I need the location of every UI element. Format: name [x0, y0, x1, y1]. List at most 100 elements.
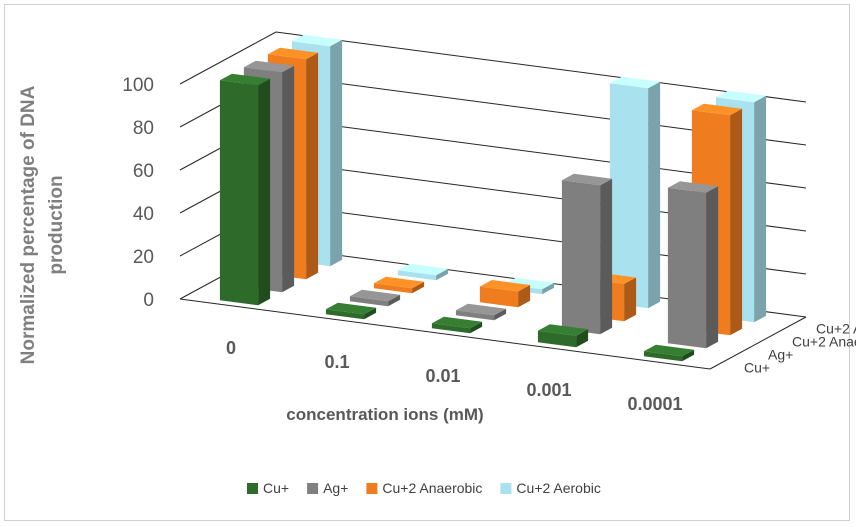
legend-label: Ag+	[323, 480, 348, 496]
x-axis-label: concentration ions (mM)	[286, 405, 483, 424]
bar-front-face	[349, 296, 389, 307]
y-tick-label: 100	[122, 75, 154, 96]
category-label: 0.0001	[627, 394, 682, 414]
bar-top-face	[243, 60, 295, 73]
legend-swatch	[500, 483, 512, 494]
y-tick-label: 60	[133, 161, 154, 182]
bar-top-face	[325, 302, 377, 315]
legend-label: Cu+2 Anaerobic	[382, 480, 482, 496]
bar-top-face	[219, 73, 271, 86]
bar-side-face	[754, 95, 767, 323]
y-axis-label-line2: production	[46, 175, 67, 274]
bar-front-face	[667, 187, 707, 349]
bar-cu--0	[219, 73, 271, 306]
y-tick-labels: 0 20 40 60 80 100	[122, 75, 154, 311]
bar-side-face	[494, 308, 507, 321]
bar-cu-2-anaerobic-0.01	[479, 280, 531, 308]
bar-top-face	[503, 277, 555, 290]
bar-cu--0.0001	[643, 344, 695, 362]
bar-side-face	[706, 186, 719, 349]
bar-side-face	[648, 81, 661, 309]
bar-top-face	[609, 76, 661, 89]
bar-top-face	[431, 316, 483, 329]
bar-front-face	[479, 286, 519, 308]
bar-side-face	[624, 277, 637, 322]
series-depth-label: Cu+	[744, 360, 770, 376]
bar-side-face	[576, 329, 589, 348]
legend-item: Cu+	[247, 480, 289, 496]
bar-cu-2-anaerobic-0.1	[373, 276, 425, 294]
bar-cu--0.001	[537, 324, 589, 348]
bar-top-face	[479, 280, 531, 292]
category-label: 0.1	[324, 352, 349, 372]
bar-cu--0.1	[325, 302, 377, 320]
bar-front-face	[609, 83, 649, 309]
bar-side-face	[600, 178, 613, 335]
legend-swatch	[366, 483, 378, 494]
bar-front-face	[643, 351, 683, 362]
bar-front-face	[455, 310, 495, 321]
category-labels: 0 0.1 0.01 0.001 0.0001	[226, 338, 683, 414]
bar-side-face	[518, 285, 531, 308]
bar-front-face	[219, 80, 259, 306]
bar-front-face	[561, 180, 601, 335]
bar-top-face	[267, 47, 319, 60]
bar-front-face	[325, 309, 365, 320]
series-depth-label: Cu+2 Aerobic	[816, 321, 856, 337]
bar-top-face	[643, 344, 695, 357]
bar-top-face	[349, 289, 401, 302]
series-depth-label: Cu+2 Anaerobic	[792, 334, 856, 350]
floor-right-edge	[709, 316, 807, 370]
legend-label: Cu+	[263, 480, 289, 496]
bar-side-face	[542, 282, 555, 295]
legend-item: Cu+2 Aerobic	[500, 480, 601, 496]
bar-cu-2-aerobic-0.1	[397, 263, 449, 281]
bar-ag--0.0001	[667, 181, 719, 349]
bar-side-face	[682, 349, 695, 362]
legend-item: Cu+2 Anaerobic	[366, 480, 482, 496]
bar-side-face	[306, 52, 319, 280]
bar-ag--0.001	[561, 173, 613, 335]
series-depth-label: Ag+	[768, 347, 793, 363]
bar-side-face	[470, 321, 483, 334]
bar-side-face	[364, 307, 377, 320]
legend-label: Cu+2 Aerobic	[516, 480, 600, 496]
bar-side-face	[330, 39, 343, 267]
bar-ag--0.1	[349, 289, 401, 307]
y-tick-label: 40	[133, 204, 154, 225]
legend-item: Ag+	[307, 480, 348, 496]
legend: Cu+ Ag+ Cu+2 Anaerobic Cu+2 Aerobic	[247, 480, 601, 496]
gridline-left	[179, 31, 277, 85]
y-tick-label: 0	[143, 290, 154, 311]
legend-swatch	[247, 483, 258, 494]
bar-front-face	[537, 330, 577, 348]
bar-top-face	[455, 303, 507, 316]
bar-cu-2-aerobic-0.001	[609, 76, 661, 309]
bar-top-face	[715, 90, 767, 103]
category-label: 0.001	[526, 380, 571, 400]
legend-swatch	[307, 483, 319, 494]
floor-front-edge	[179, 298, 711, 370]
bar-side-face	[730, 108, 743, 336]
bars	[219, 34, 767, 362]
y-axis-label-line1: Normalized percentage of DNA	[18, 85, 39, 364]
bar-side-face	[258, 78, 271, 306]
y-tick-label: 20	[133, 247, 154, 268]
bar-side-face	[436, 268, 449, 281]
bar-side-face	[282, 65, 295, 293]
bar-side-face	[412, 281, 425, 294]
bar-top-face	[537, 324, 589, 336]
y-tick-label: 80	[133, 118, 154, 139]
bar-ag--0.01	[455, 303, 507, 321]
bar-side-face	[388, 294, 401, 307]
bar-front-face	[373, 283, 413, 294]
bar-front-face	[431, 323, 471, 334]
bar-front-face	[397, 270, 437, 281]
gridline-back	[275, 31, 807, 103]
category-label: 0.01	[425, 366, 460, 386]
bar-top-face	[667, 181, 719, 193]
bar-top-face	[291, 34, 343, 47]
category-label: 0	[226, 338, 236, 358]
